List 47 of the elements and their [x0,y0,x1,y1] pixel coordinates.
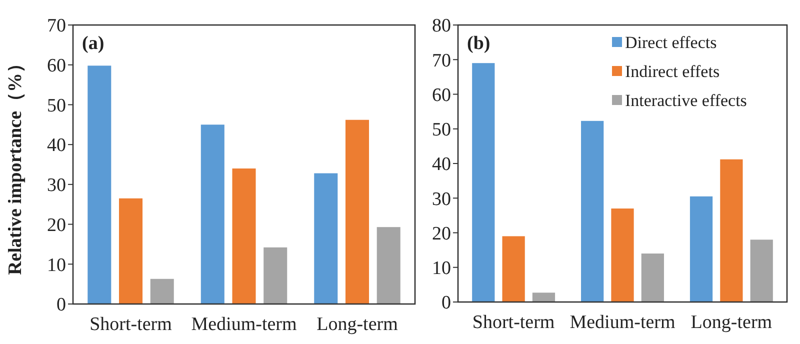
y-tick-label: 60 [432,84,451,106]
bar [376,227,400,304]
bar [264,247,288,304]
bar [611,208,634,302]
legend-label: Direct effects [625,32,717,52]
y-axis-title: Relative importance（%） [5,54,26,276]
bar [581,120,604,302]
y-tick-label: 10 [47,254,66,276]
annotation: (a) [82,33,104,54]
y-tick-label: 20 [432,223,451,244]
bar [502,236,525,302]
x-tick-label: Short-term [90,314,172,335]
y-tick-label: 30 [47,175,66,196]
x-tick-label: Medium-term [191,314,297,335]
y-tick-label: 40 [432,154,451,176]
y-tick-label: 70 [432,50,451,72]
x-tick-label: Short-term [472,312,555,333]
bar [720,159,743,302]
y-tick-label: 40 [47,135,66,156]
y-tick-label: 0 [442,292,451,314]
y-tick-label: 80 [432,16,451,37]
y-tick-label: 50 [47,95,66,116]
legend-label: Indirect effets [625,62,720,81]
y-tick-label: 50 [432,120,451,141]
y-tick-label: 0 [56,294,66,316]
y-tick-label: 10 [432,258,451,280]
bar [118,198,143,304]
bar [232,168,256,304]
y-tick-label: 30 [432,188,451,210]
bar [472,63,495,302]
x-tick-label: Long-term [690,312,772,333]
bar [88,66,112,304]
y-tick-label: 60 [47,56,66,77]
bar [641,254,664,302]
y-tick-label: 70 [47,16,66,37]
bar [150,278,174,304]
bar [750,240,773,302]
y-tick-label: 20 [47,214,66,236]
bar [690,196,713,302]
legend-label: Interactive effects [625,90,747,110]
x-tick-label: Long-term [316,314,398,335]
bar [200,124,224,304]
bar [314,173,338,304]
x-tick-label: Medium-term [570,312,676,333]
bar [532,292,556,302]
annotation: (b) [467,33,490,54]
bar [345,120,370,304]
